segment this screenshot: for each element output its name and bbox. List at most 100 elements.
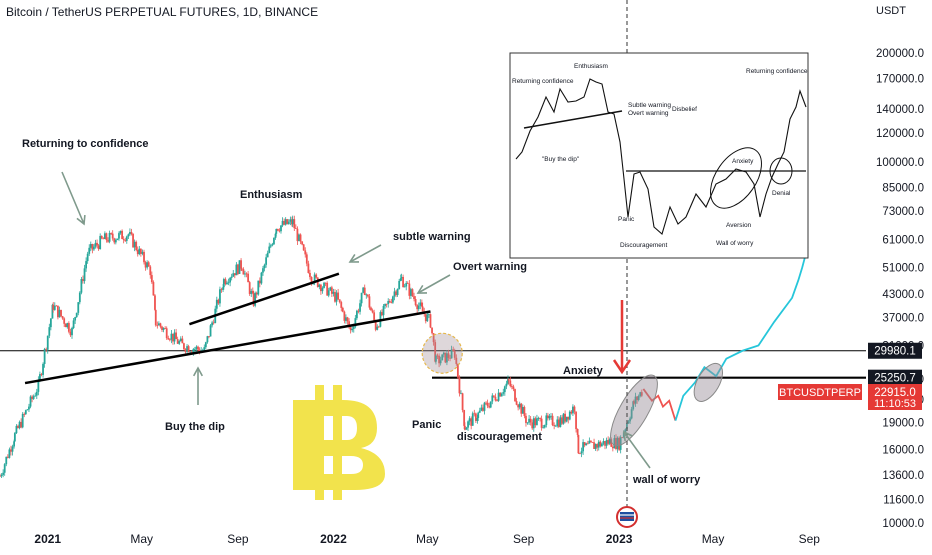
bitcoin-logo-icon xyxy=(293,385,385,500)
candle-body xyxy=(266,252,269,258)
candle-body xyxy=(419,302,422,306)
candle-body xyxy=(29,396,32,407)
candle-body xyxy=(32,396,35,399)
candle-body xyxy=(37,379,40,392)
candle-body xyxy=(509,380,512,387)
arrow-head xyxy=(76,214,86,226)
candle-body xyxy=(376,326,379,330)
inset-trendline xyxy=(523,110,623,129)
candle-body xyxy=(365,294,368,296)
candle-body xyxy=(337,292,340,300)
candle-body xyxy=(252,293,255,306)
candle-body xyxy=(74,317,77,321)
candle-body xyxy=(582,442,585,452)
candle-body xyxy=(349,327,352,331)
candle-body xyxy=(473,413,476,415)
y-tick-label: 73000.0 xyxy=(882,206,924,218)
x-tick-label: 2022 xyxy=(320,532,347,546)
candle-body xyxy=(260,272,263,284)
candle-body xyxy=(184,349,187,352)
candle-body xyxy=(360,292,363,304)
candle-body xyxy=(351,328,354,331)
candle-body xyxy=(127,234,130,237)
candle-body xyxy=(505,383,508,387)
candle-body xyxy=(63,318,66,324)
candle-body xyxy=(18,421,21,429)
candle-body xyxy=(318,284,321,287)
candle-body xyxy=(330,287,333,294)
candle-body xyxy=(262,268,264,273)
candle-body xyxy=(399,278,402,281)
candle-body xyxy=(110,233,113,234)
candle-body xyxy=(428,314,430,316)
candle-body xyxy=(143,251,145,263)
candle-body xyxy=(436,355,439,357)
candle-body xyxy=(138,248,141,255)
candle-body xyxy=(461,393,464,411)
candle-body xyxy=(324,282,327,284)
candle-body xyxy=(467,421,469,428)
candle-body xyxy=(35,391,38,396)
candle-body xyxy=(129,232,131,235)
candle-body xyxy=(588,440,591,444)
inset-ellipse-anxiety xyxy=(710,147,762,209)
candle-body xyxy=(42,363,44,375)
annotation-panic: Panic xyxy=(412,419,441,431)
candle-body xyxy=(435,355,437,362)
candle-body xyxy=(546,415,549,419)
candle-body xyxy=(121,230,123,240)
candle-body xyxy=(10,449,12,452)
candle-body xyxy=(392,296,394,303)
candle-body xyxy=(168,339,171,341)
candle-body xyxy=(388,300,391,303)
candle-body xyxy=(447,353,450,358)
candle-body xyxy=(400,276,403,279)
currency-label: USDT xyxy=(876,5,906,17)
candle-body xyxy=(444,352,447,363)
arrow-overt-icon xyxy=(416,274,451,294)
candle-body xyxy=(268,246,271,253)
y-tick-label: 43000.0 xyxy=(882,289,924,301)
candle-body xyxy=(496,400,498,402)
x-tick-label: May xyxy=(130,532,153,546)
candle-body xyxy=(600,443,603,447)
candle-body xyxy=(345,317,347,321)
level-value-badge xyxy=(868,369,922,386)
candle-body xyxy=(276,228,279,231)
candle-body xyxy=(307,263,310,273)
candle-body xyxy=(219,289,221,304)
candle-body xyxy=(58,309,61,318)
candle-body xyxy=(80,279,83,293)
candle-body xyxy=(357,310,360,312)
candle-body xyxy=(186,346,188,352)
candle-body xyxy=(190,351,193,353)
candle-body xyxy=(157,323,160,326)
candle-body xyxy=(293,219,296,229)
inset-label: Subtle warning xyxy=(628,102,671,109)
candle-body xyxy=(320,284,322,292)
candle-body xyxy=(269,245,272,247)
inset-ellipse-denial xyxy=(769,157,793,185)
candle-body xyxy=(597,441,600,448)
candle-body xyxy=(542,427,545,429)
candle-body xyxy=(229,277,232,283)
candle-body xyxy=(212,322,215,324)
candle-body xyxy=(619,437,622,450)
candle-body xyxy=(455,357,458,364)
candle-body xyxy=(478,410,481,413)
candle-body xyxy=(294,228,297,229)
candle-body xyxy=(567,416,570,420)
inset-label: Returning confidence xyxy=(746,68,808,75)
candle-body xyxy=(154,295,156,310)
candle-body xyxy=(310,277,313,284)
candle-body xyxy=(518,403,521,408)
inset-label: Anxiety xyxy=(732,158,754,165)
candle-body xyxy=(45,348,48,350)
candle-body xyxy=(156,325,159,327)
candle-body xyxy=(368,296,371,308)
candle-body xyxy=(291,219,294,225)
candle-body xyxy=(477,412,480,418)
candle-body xyxy=(480,407,483,411)
candle-body xyxy=(135,241,138,251)
